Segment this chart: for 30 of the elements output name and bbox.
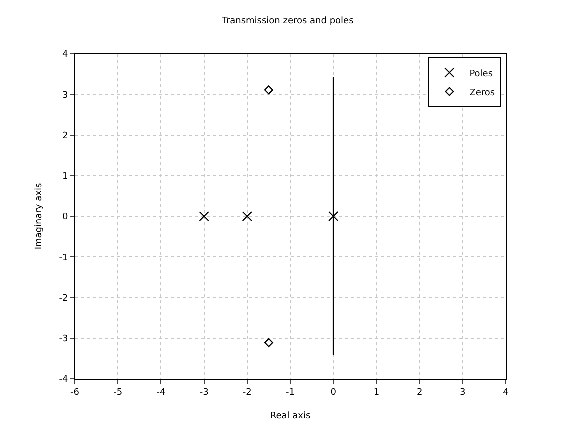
x-tick-label: -3	[200, 388, 209, 398]
y-tick-label: -2	[59, 294, 68, 304]
y-tick-label: -3	[59, 334, 68, 345]
y-tick-label: 3	[62, 90, 68, 101]
legend-label: Zeros	[470, 88, 496, 98]
point	[242, 211, 252, 222]
point	[264, 338, 274, 348]
x-tick-label: 4	[503, 388, 510, 398]
x-tick-label: -6	[70, 388, 80, 398]
legend-label: Poles	[470, 69, 494, 80]
x-axis-title: Real axis	[270, 412, 311, 422]
point	[328, 211, 339, 222]
y-tick-label: -1	[59, 253, 68, 264]
x-tick-label: -2	[242, 388, 252, 398]
y-axis-title: Imaginary axis	[34, 183, 45, 250]
y-tick-label: 2	[62, 131, 68, 142]
y-tick-label: 4	[62, 50, 68, 60]
x-tick-label: 0	[330, 388, 337, 398]
x-tick-label: 2	[416, 388, 423, 398]
x-tick-label: -5	[114, 388, 123, 398]
x-tick-label: -4	[156, 388, 166, 398]
y-tick-label: 0	[62, 212, 68, 223]
y-tick-label: 1	[62, 172, 68, 182]
x-tick-label: -1	[286, 388, 295, 398]
point	[264, 86, 274, 95]
x-tick-label: 1	[374, 388, 380, 398]
chart-title: Transmission zeros and poles	[221, 16, 354, 27]
point	[199, 211, 210, 222]
y-tick-label: -4	[59, 375, 68, 386]
x-tick-label: 3	[460, 388, 466, 398]
